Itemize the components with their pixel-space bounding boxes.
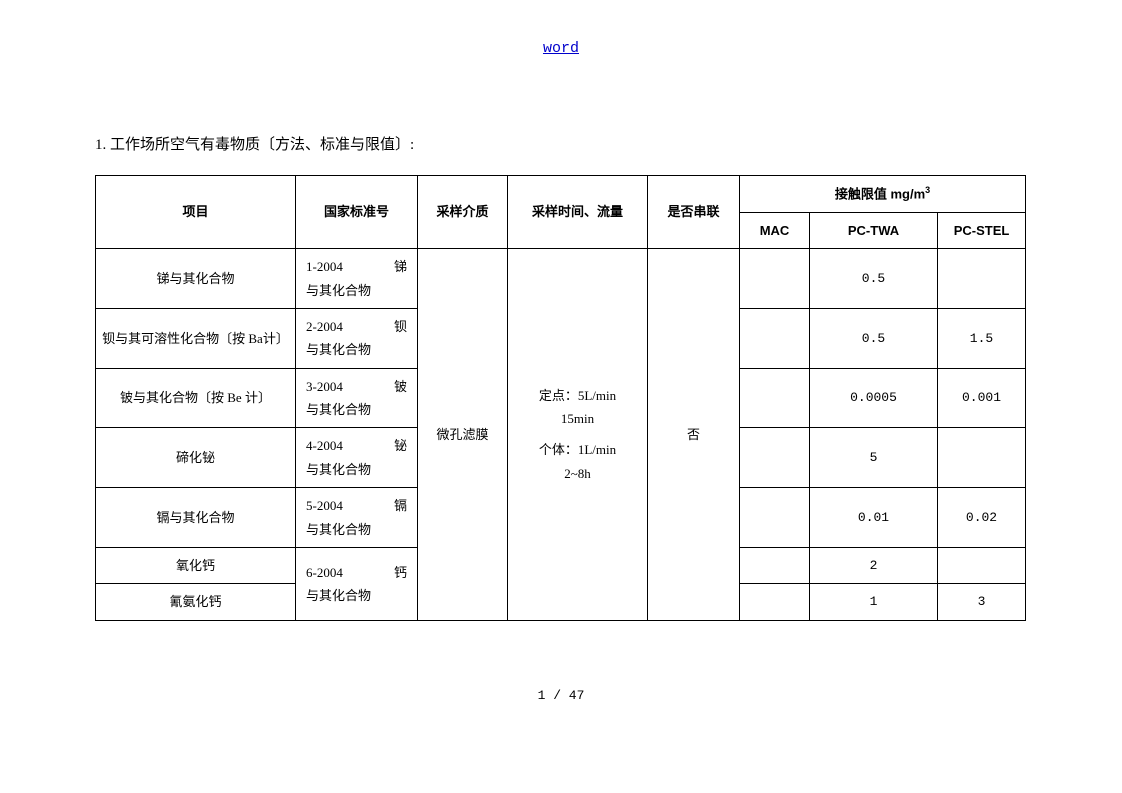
cell-stel: 0.001 [938, 368, 1026, 428]
std-elem: 锑 [394, 255, 407, 278]
std-desc: 与其化合物 [306, 518, 407, 541]
cell-project: 锑与其化合物 [96, 249, 296, 309]
std-desc: 与其化合物 [306, 279, 407, 302]
std-elem: 铋 [394, 434, 407, 457]
spacer [512, 430, 643, 438]
cell-project: 钡与其可溶性化合物〔按 Ba计〕 [96, 308, 296, 368]
std-code: 5-2004 [306, 494, 343, 517]
col-project: 项目 [96, 176, 296, 249]
cell-project: 镉与其化合物 [96, 488, 296, 548]
cell-stel [938, 249, 1026, 309]
cell-twa: 2 [810, 548, 938, 584]
cell-twa: 1 [810, 584, 938, 620]
cell-stel [938, 548, 1026, 584]
cell-project: 铍与其化合物〔按 Be 计〕 [96, 368, 296, 428]
cell-timeflow: 定点：5L/min 15min 个体：1L/min 2~8h [508, 249, 648, 621]
col-stel: PC-STEL [938, 212, 1026, 248]
timeflow-l3: 个体：1L/min [512, 438, 643, 461]
limit-group-text: 接触限值 mg/m [835, 186, 925, 201]
cell-standard: 4-2004 铋 与其化合物 [296, 428, 418, 488]
std-desc: 与其化合物 [306, 584, 407, 607]
cell-standard: 6-2004 钙 与其化合物 [296, 548, 418, 621]
timeflow-l2: 15min [512, 407, 643, 430]
table-body: 锑与其化合物 1-2004 锑 与其化合物 微孔滤膜 定点：5L/min 15mi… [96, 249, 1026, 621]
data-table-wrap: 项目 国家标准号 采样介质 采样时间、流量 是否串联 接触限值 mg/m3 MA… [95, 175, 1025, 621]
timeflow-l1: 定点：5L/min [512, 384, 643, 407]
cell-twa: 0.5 [810, 249, 938, 309]
std-code: 3-2004 [306, 375, 343, 398]
col-medium: 采样介质 [418, 176, 508, 249]
cell-series: 否 [648, 249, 740, 621]
header-link[interactable]: word [0, 40, 1122, 57]
std-code: 1-2004 [306, 255, 343, 278]
header-row-1: 项目 国家标准号 采样介质 采样时间、流量 是否串联 接触限值 mg/m3 [96, 176, 1026, 213]
cell-standard: 2-2004 钡 与其化合物 [296, 308, 418, 368]
std-desc: 与其化合物 [306, 458, 407, 481]
cell-standard: 5-2004 镉 与其化合物 [296, 488, 418, 548]
std-desc: 与其化合物 [306, 398, 407, 421]
cell-stel: 1.5 [938, 308, 1026, 368]
col-timeflow: 采样时间、流量 [508, 176, 648, 249]
std-elem: 钡 [394, 315, 407, 338]
timeflow-l4: 2~8h [512, 462, 643, 485]
cell-twa: 5 [810, 428, 938, 488]
std-elem: 钙 [394, 561, 407, 584]
std-code: 2-2004 [306, 315, 343, 338]
limit-unit-sup: 3 [925, 185, 930, 195]
cell-standard: 3-2004 铍 与其化合物 [296, 368, 418, 428]
cell-twa: 0.01 [810, 488, 938, 548]
std-code: 4-2004 [306, 434, 343, 457]
cell-mac [740, 584, 810, 620]
col-standard: 国家标准号 [296, 176, 418, 249]
cell-mac [740, 488, 810, 548]
cell-mac [740, 428, 810, 488]
std-desc: 与其化合物 [306, 338, 407, 361]
section-title: 1. 工作场所空气有毒物质〔方法、标准与限值〕: [95, 133, 414, 154]
col-limit-group: 接触限值 mg/m3 [740, 176, 1026, 213]
cell-stel [938, 428, 1026, 488]
cell-project: 碲化铋 [96, 428, 296, 488]
cell-stel: 3 [938, 584, 1026, 620]
cell-stel: 0.02 [938, 488, 1026, 548]
std-code: 6-2004 [306, 561, 343, 584]
std-elem: 铍 [394, 375, 407, 398]
cell-mac [740, 249, 810, 309]
cell-twa: 0.5 [810, 308, 938, 368]
col-series: 是否串联 [648, 176, 740, 249]
cell-project: 氧化钙 [96, 548, 296, 584]
cell-mac [740, 548, 810, 584]
cell-medium: 微孔滤膜 [418, 249, 508, 621]
page-number: 1 / 47 [0, 688, 1122, 703]
table-row: 锑与其化合物 1-2004锑 与其化合物 微孔滤膜 定点：5L/min 15mi… [96, 249, 1026, 309]
cell-mac [740, 368, 810, 428]
col-twa: PC-TWA [810, 212, 938, 248]
cell-twa: 0.0005 [810, 368, 938, 428]
cell-mac [740, 308, 810, 368]
std-elem: 镉 [394, 494, 407, 517]
col-mac: MAC [740, 212, 810, 248]
cell-project: 氰氨化钙 [96, 584, 296, 620]
data-table: 项目 国家标准号 采样介质 采样时间、流量 是否串联 接触限值 mg/m3 MA… [95, 175, 1026, 621]
cell-standard: 1-2004 锑 与其化合物 [296, 249, 418, 309]
